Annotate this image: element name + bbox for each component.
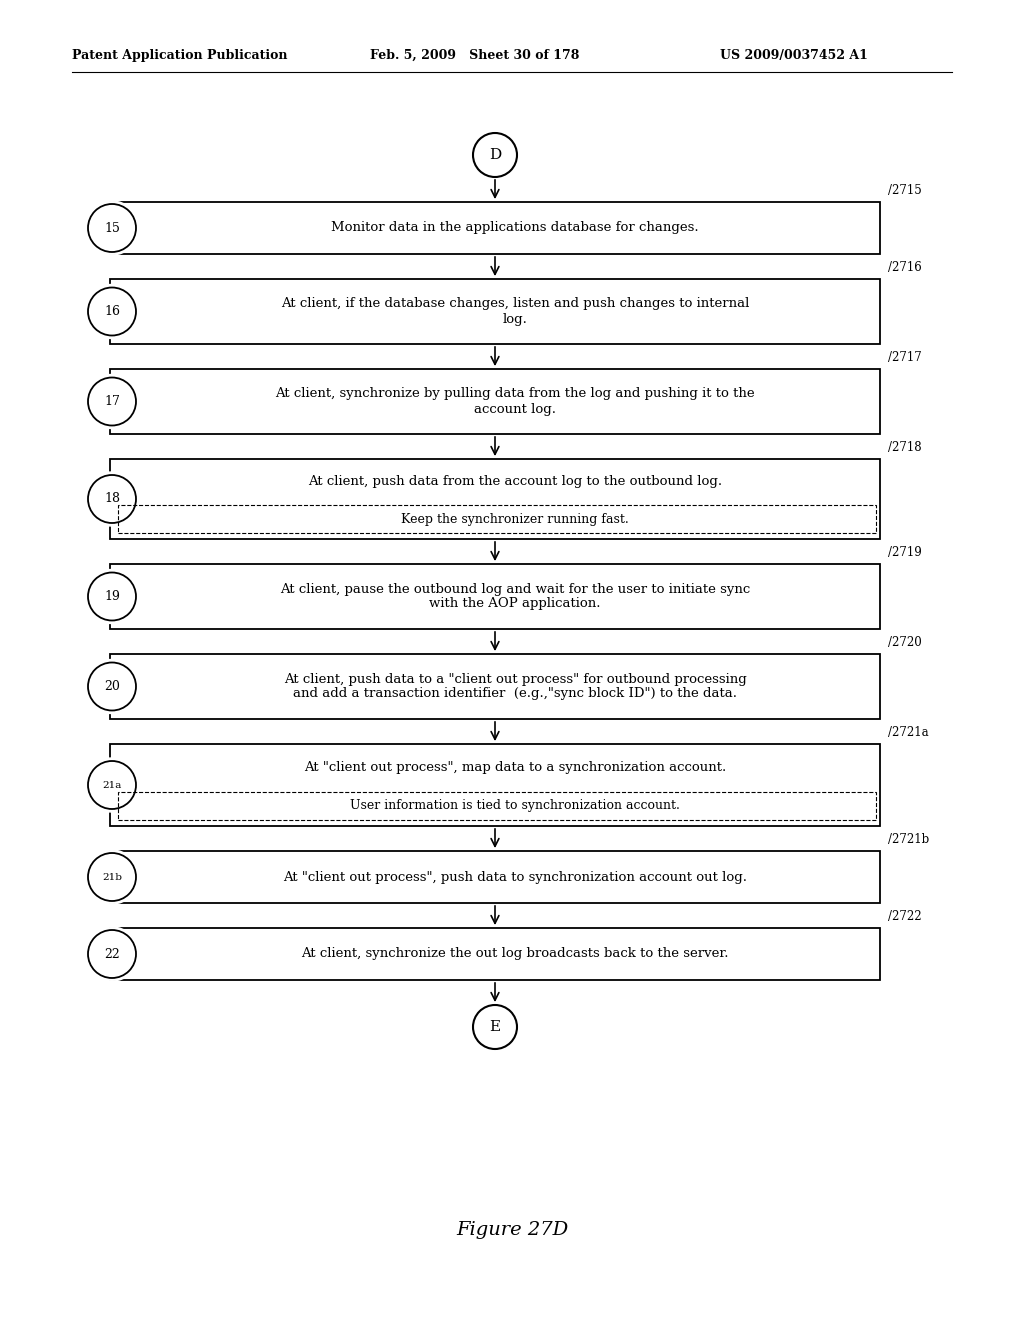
- Bar: [110, 744, 880, 826]
- Text: At client, push data to a "client out process" for outbound processing
and add a: At client, push data to a "client out pr…: [284, 672, 746, 701]
- Circle shape: [85, 285, 139, 338]
- Text: 18: 18: [104, 492, 120, 506]
- Circle shape: [85, 660, 139, 714]
- Circle shape: [85, 473, 139, 525]
- Text: 19: 19: [104, 590, 120, 603]
- Text: Patent Application Publication: Patent Application Publication: [72, 49, 288, 62]
- Text: Figure 27D: Figure 27D: [456, 1221, 568, 1239]
- Bar: [110, 459, 880, 539]
- Text: At "client out process", push data to synchronization account out log.: At "client out process", push data to sy…: [283, 870, 746, 883]
- Text: 21a: 21a: [102, 780, 122, 789]
- Text: 17: 17: [104, 395, 120, 408]
- Text: User information is tied to synchronization account.: User information is tied to synchronizat…: [350, 800, 680, 813]
- Text: /2720: /2720: [888, 636, 922, 649]
- Text: /2719: /2719: [888, 546, 922, 558]
- Bar: [118, 506, 876, 533]
- Text: At client, synchronize the out log broadcasts back to the server.: At client, synchronize the out log broad…: [301, 948, 729, 961]
- Text: 21b: 21b: [102, 873, 122, 882]
- Circle shape: [85, 758, 139, 812]
- Bar: [110, 202, 880, 253]
- Bar: [110, 370, 880, 434]
- Text: /2722: /2722: [888, 909, 922, 923]
- Circle shape: [85, 850, 139, 904]
- Text: At client, if the database changes, listen and push changes to internal
log.: At client, if the database changes, list…: [281, 297, 750, 326]
- Text: /2718: /2718: [888, 441, 922, 454]
- Text: /2721a: /2721a: [888, 726, 929, 739]
- Text: 20: 20: [104, 680, 120, 693]
- Bar: [118, 792, 876, 820]
- Text: US 2009/0037452 A1: US 2009/0037452 A1: [720, 49, 868, 62]
- Text: D: D: [488, 148, 501, 162]
- Text: At client, push data from the account log to the outbound log.: At client, push data from the account lo…: [308, 475, 722, 488]
- Bar: [110, 564, 880, 630]
- Text: Keep the synchronizer running fast.: Keep the synchronizer running fast.: [401, 512, 629, 525]
- Text: Monitor data in the applications database for changes.: Monitor data in the applications databas…: [331, 222, 698, 235]
- Text: At client, synchronize by pulling data from the log and pushing it to the
accoun: At client, synchronize by pulling data f…: [275, 388, 755, 416]
- Text: /2716: /2716: [888, 261, 922, 275]
- Text: E: E: [489, 1020, 501, 1034]
- Circle shape: [85, 927, 139, 981]
- Bar: [110, 928, 880, 979]
- Text: 22: 22: [104, 948, 120, 961]
- Bar: [110, 653, 880, 719]
- Circle shape: [85, 201, 139, 255]
- Text: At client, pause the outbound log and wait for the user to initiate sync
with th: At client, pause the outbound log and wa…: [280, 582, 751, 610]
- Bar: [110, 851, 880, 903]
- Text: At "client out process", map data to a synchronization account.: At "client out process", map data to a s…: [304, 762, 726, 775]
- Text: /2721b: /2721b: [888, 833, 929, 846]
- Circle shape: [85, 569, 139, 623]
- Text: 15: 15: [104, 222, 120, 235]
- Bar: [110, 279, 880, 345]
- Text: Feb. 5, 2009   Sheet 30 of 178: Feb. 5, 2009 Sheet 30 of 178: [370, 49, 580, 62]
- Text: 16: 16: [104, 305, 120, 318]
- Circle shape: [85, 375, 139, 429]
- Text: /2715: /2715: [888, 183, 922, 197]
- Text: /2717: /2717: [888, 351, 922, 364]
